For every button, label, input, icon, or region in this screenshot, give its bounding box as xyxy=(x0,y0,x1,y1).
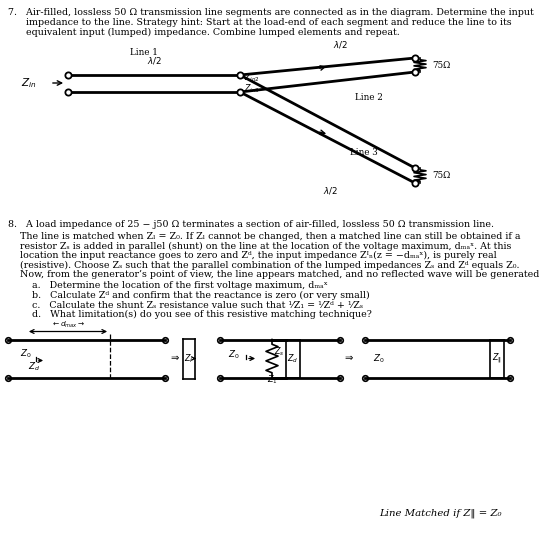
Text: impedance to the line. Strategy hint: Start at the load-end of each segment and : impedance to the line. Strategy hint: St… xyxy=(8,18,512,27)
Text: $Z_0$: $Z_0$ xyxy=(373,352,385,365)
Text: $\Rightarrow$: $\Rightarrow$ xyxy=(343,354,355,363)
Text: (resistive). Choose Zₛ such that the parallel combination of the lumped impedanc: (resistive). Choose Zₛ such that the par… xyxy=(20,261,520,270)
Text: Now, from the generator’s point of view, the line appears matched, and no reflec: Now, from the generator’s point of view,… xyxy=(20,270,539,279)
Text: c.   Calculate the shunt Zₛ resistance value such that ¹⁄Z₁ = ¹⁄Zᵈ + ¹⁄Zₛ: c. Calculate the shunt Zₛ resistance val… xyxy=(32,301,363,310)
Text: $\lambda/2$: $\lambda/2$ xyxy=(322,185,337,197)
Text: 75Ω: 75Ω xyxy=(432,61,451,69)
Text: $Z_{in}$: $Z_{in}$ xyxy=(20,76,36,90)
Text: $Z_s$: $Z_s$ xyxy=(274,345,285,358)
Text: $\lambda/2$: $\lambda/2$ xyxy=(333,38,348,50)
Text: $Z_d$: $Z_d$ xyxy=(28,360,40,373)
Text: The line is matched when Zₗ = Z₀. If Zₗ cannot be changed, then a matched line c: The line is matched when Zₗ = Z₀. If Zₗ … xyxy=(20,232,521,241)
Text: $\Rightarrow$: $\Rightarrow$ xyxy=(169,354,181,363)
Text: Line Matched if Z‖ = Z₀: Line Matched if Z‖ = Z₀ xyxy=(379,508,501,518)
Text: Line 2: Line 2 xyxy=(355,93,383,102)
Text: 7.   Air-filled, lossless 50 Ω transmission line segments are connected as in th: 7. Air-filled, lossless 50 Ω transmissio… xyxy=(8,8,534,17)
Text: b.   Calculate Zᵈ and confirm that the reactance is zero (or very small): b. Calculate Zᵈ and confirm that the rea… xyxy=(32,291,370,300)
Text: 75Ω: 75Ω xyxy=(432,171,451,180)
Text: 8.   A load impedance of 25 − j50 Ω terminates a section of air-filled, lossless: 8. A load impedance of 25 − j50 Ω termin… xyxy=(8,220,494,229)
Text: $Z_l$: $Z_l$ xyxy=(184,352,194,365)
Text: $Z_0$: $Z_0$ xyxy=(20,348,32,360)
Text: $Z_1$: $Z_1$ xyxy=(267,374,278,386)
Text: Line 3: Line 3 xyxy=(350,148,378,157)
Text: $Z_{in3}$: $Z_{in3}$ xyxy=(244,83,260,95)
Text: $\lambda/2$: $\lambda/2$ xyxy=(147,55,162,66)
Text: Line 1: Line 1 xyxy=(130,48,158,57)
Text: equivalent input (lumped) impedance. Combine lumped elements and repeat.: equivalent input (lumped) impedance. Com… xyxy=(8,28,400,37)
Text: location the input reactance goes to zero and Zᵈ, the input impedance Zᴵₙ(z = −d: location the input reactance goes to zer… xyxy=(20,251,497,260)
Text: d.   What limitation(s) do you see of this resistive matching technique?: d. What limitation(s) do you see of this… xyxy=(32,310,372,319)
Text: $Z_d$: $Z_d$ xyxy=(287,352,299,365)
Text: $Z_{in2}$: $Z_{in2}$ xyxy=(244,72,260,84)
Text: $Z_{\|}$: $Z_{\|}$ xyxy=(492,351,502,366)
Text: $Z_0$: $Z_0$ xyxy=(228,348,240,361)
Text: resistor Zₛ is added in parallel (shunt) on the line at the location of the volt: resistor Zₛ is added in parallel (shunt)… xyxy=(20,241,512,251)
Text: a.   Determine the location of the first voltage maximum, dₘₐˣ: a. Determine the location of the first v… xyxy=(32,281,328,290)
Text: $\leftarrow d_{max}\rightarrow$: $\leftarrow d_{max}\rightarrow$ xyxy=(51,320,85,330)
